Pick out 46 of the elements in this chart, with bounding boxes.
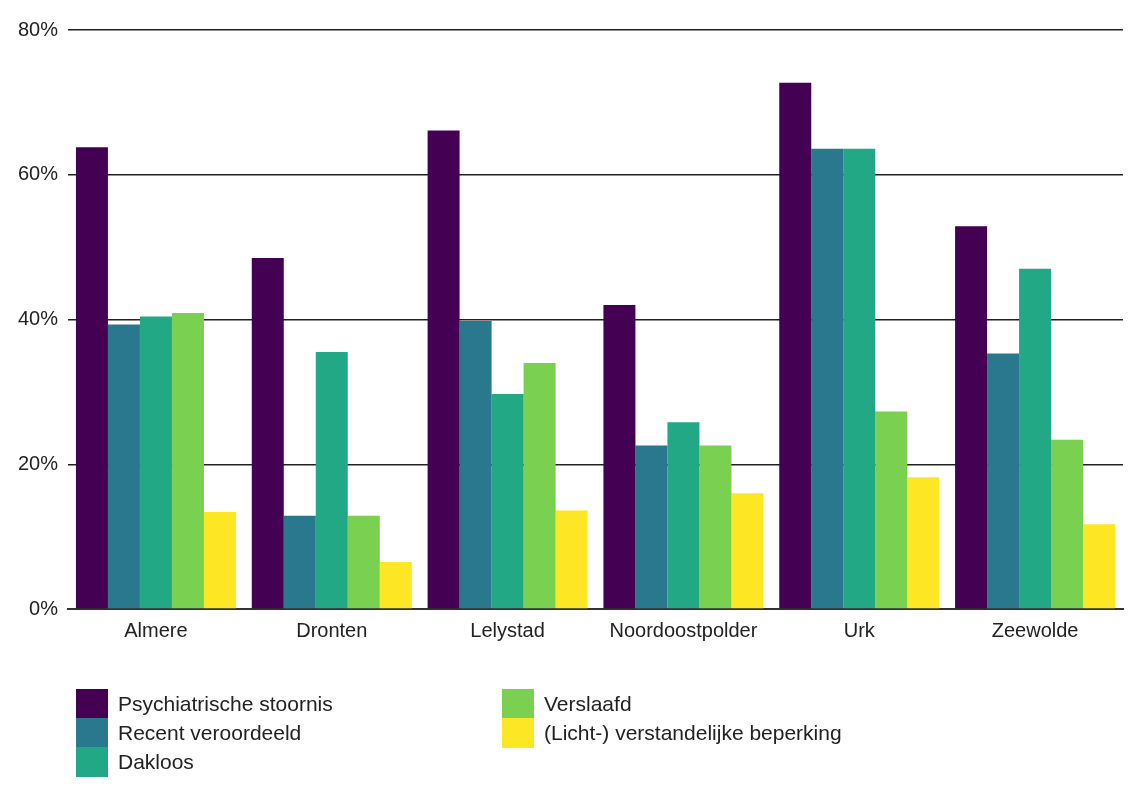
x-tick-label: Dronten <box>296 618 368 641</box>
bar <box>251 257 284 609</box>
bar <box>459 320 492 609</box>
bar <box>987 353 1020 609</box>
y-tick-label: 20% <box>18 451 59 474</box>
bar <box>667 422 700 609</box>
bar <box>875 411 908 609</box>
bar <box>811 148 844 609</box>
bar <box>283 515 316 609</box>
bar <box>1083 524 1116 609</box>
bar <box>603 305 636 609</box>
y-tick-label: 80% <box>18 17 59 40</box>
x-tick-label: Almere <box>124 618 188 641</box>
bar <box>843 148 876 609</box>
legend-label: (Licht-) verstandelijke beperking <box>544 720 842 745</box>
bar <box>1019 268 1052 609</box>
bar <box>955 226 988 609</box>
bar <box>203 512 236 609</box>
legend-label: Verslaafd <box>544 691 632 716</box>
bar <box>699 445 732 609</box>
bar <box>107 324 140 609</box>
x-tick-label: Urk <box>843 618 876 641</box>
y-tick-label: 60% <box>18 162 59 185</box>
bar <box>315 352 348 609</box>
y-tick-label: 40% <box>18 307 59 330</box>
bar <box>75 147 108 609</box>
bar <box>779 82 812 609</box>
x-tick-label: Lelystad <box>470 618 545 641</box>
bar <box>171 312 204 609</box>
bar <box>1051 439 1084 609</box>
x-tick-label: Zeewolde <box>991 618 1079 641</box>
bar <box>731 493 764 609</box>
y-tick-label: 0% <box>29 596 59 619</box>
x-tick-label: Noordoostpolder <box>609 618 758 641</box>
bar <box>523 362 556 609</box>
bar <box>907 477 940 609</box>
bar <box>555 510 588 609</box>
bar <box>379 561 412 609</box>
legend-label: Dakloos <box>118 749 194 774</box>
bar <box>139 316 172 609</box>
legend-label: Recent veroordeeld <box>118 720 302 745</box>
bar <box>491 394 524 609</box>
bar <box>347 515 380 609</box>
bar <box>427 130 460 609</box>
legend-label: Psychiatrische stoornis <box>118 691 333 716</box>
bar <box>635 445 668 609</box>
